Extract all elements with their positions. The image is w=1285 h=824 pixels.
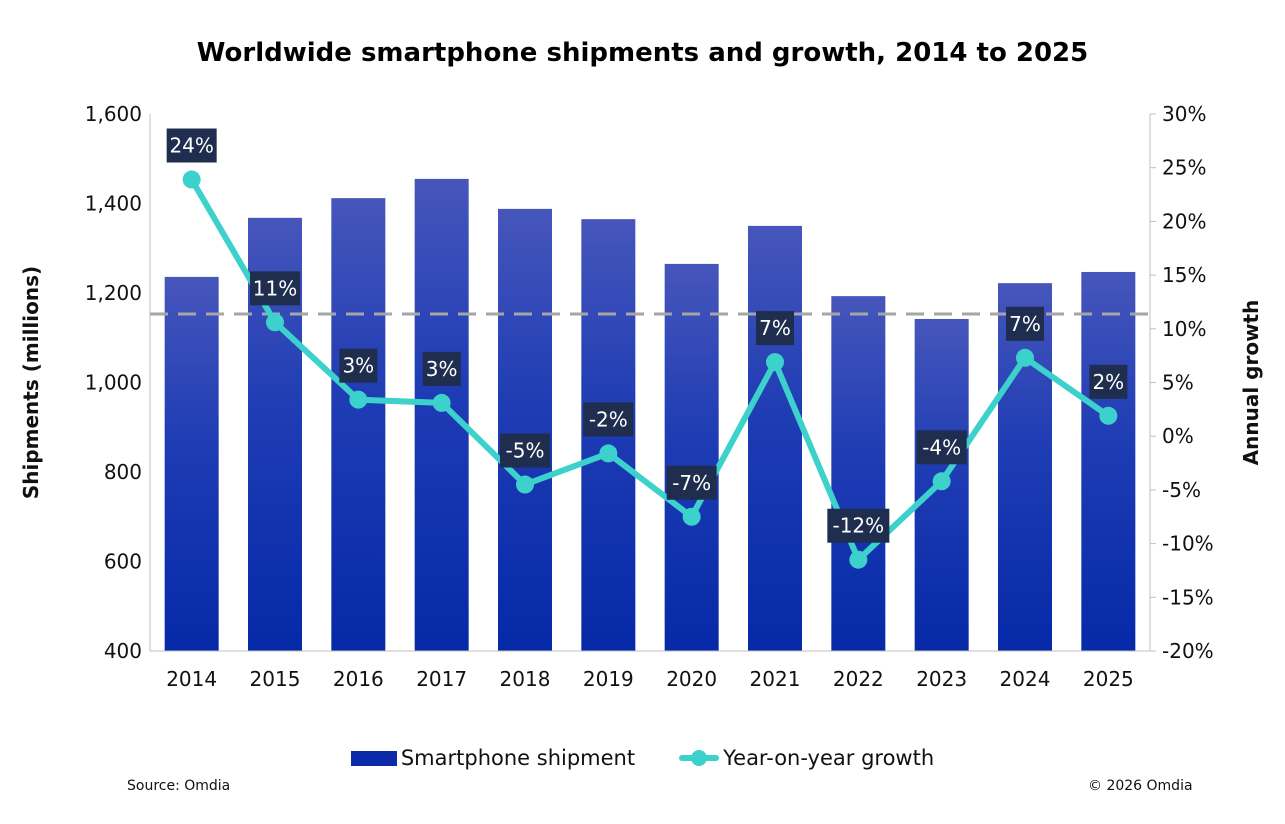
data-label: 3%: [342, 354, 374, 378]
y2-tick-label: 20%: [1162, 209, 1206, 233]
data-label: -2%: [589, 407, 628, 431]
data-label: 11%: [253, 276, 297, 300]
growth-point-2017: [432, 393, 451, 412]
x-tick-label: 2021: [750, 667, 801, 691]
legend-bar-swatch: [350, 750, 397, 766]
y2-tick-label: -10%: [1162, 532, 1214, 556]
growth-point-2021: [766, 353, 784, 372]
data-label-box: [1089, 364, 1128, 399]
data-label-box: [339, 348, 378, 383]
x-tick-label: 2017: [416, 667, 467, 691]
data-label: -7%: [672, 471, 711, 495]
y-axis-title: Shipments (millions): [19, 266, 43, 499]
data-label-box: [666, 465, 717, 500]
legend-item-growth: Year-on-year growth: [679, 746, 934, 770]
y2-tick-label: -20%: [1162, 639, 1214, 663]
data-label: 3%: [426, 357, 458, 381]
y2-tick-label: -15%: [1162, 585, 1214, 609]
growth-point-2020: [682, 507, 701, 526]
growth-point-2025: [1099, 406, 1118, 425]
x-tick-label: 2015: [250, 667, 301, 691]
growth-point-2023: [932, 472, 951, 491]
data-label-box: [916, 430, 967, 465]
growth-point-2014: [182, 170, 201, 189]
growth-point-2016: [349, 390, 368, 409]
legend-item-shipment: Smartphone shipment: [350, 746, 636, 770]
bar-2024: [998, 283, 1052, 651]
data-label: 7%: [759, 316, 791, 340]
bar-2025: [1081, 271, 1136, 651]
legend-label: Year-on-year growth: [723, 746, 935, 770]
x-tick-label: 2024: [1000, 667, 1051, 691]
x-tick-label: 2022: [833, 667, 884, 691]
data-label-box: [500, 433, 550, 468]
y2-tick-label: 25%: [1162, 156, 1206, 180]
bar-2014: [164, 276, 219, 651]
data-label-box: [1006, 306, 1044, 341]
y2-tick-label: 10%: [1162, 317, 1206, 341]
growth-point-2015: [266, 313, 284, 332]
y2-tick-label: -5%: [1162, 478, 1201, 502]
y-tick-label: 1,600: [85, 102, 142, 126]
bar-2017: [414, 178, 469, 651]
copyright-note: © 2026 Omdia: [1088, 778, 1193, 794]
data-label-box: [827, 508, 890, 543]
growth-point-2022: [849, 550, 868, 569]
x-tick-label: 2023: [916, 667, 967, 691]
data-label-box: [583, 402, 634, 437]
bar-2016: [331, 198, 386, 651]
growth-line: [189, 178, 1111, 563]
y2-tick-label: 15%: [1162, 263, 1206, 287]
y2-tick-label: 0%: [1162, 424, 1194, 448]
x-tick-label: 2025: [1083, 667, 1134, 691]
data-label-box: [756, 311, 794, 346]
data-label: 24%: [169, 134, 213, 158]
data-label-box: [166, 128, 217, 163]
data-label: -12%: [832, 514, 884, 538]
y-tick-label: 1,200: [85, 281, 142, 305]
y2-tick-label: 5%: [1162, 371, 1194, 395]
bar-2022: [831, 296, 886, 651]
legend: Smartphone shipment Year-on-year growth: [0, 746, 1285, 770]
x-tick-label: 2014: [166, 667, 217, 691]
x-tick-label: 2020: [666, 667, 717, 691]
chart-title: Worldwide smartphone shipments and growt…: [196, 38, 1089, 68]
data-label: 7%: [1009, 312, 1041, 336]
growth-point-2018: [516, 475, 534, 494]
x-tick-label: 2018: [500, 667, 551, 691]
bar-2021: [748, 225, 802, 651]
source-note: Source: Omdia: [127, 778, 231, 794]
y-tick-label: 400: [104, 639, 142, 663]
growth-point-2019: [599, 444, 618, 463]
data-label-box: [422, 351, 461, 386]
x-tick-label: 2019: [583, 667, 634, 691]
data-label-box: [250, 271, 300, 306]
data-label: 2%: [1092, 370, 1124, 394]
y-tick-label: 1,400: [85, 192, 142, 216]
bar-2020: [664, 263, 719, 651]
growth-point-2024: [1016, 348, 1034, 367]
y-tick-label: 1,000: [85, 371, 142, 395]
bar-2018: [498, 208, 552, 651]
y2-axis-title: Annual growth: [1239, 300, 1263, 466]
y-tick-label: 800: [104, 460, 142, 484]
legend-line-swatch: [679, 750, 720, 766]
data-label: -5%: [506, 439, 545, 463]
y2-tick-label: 30%: [1162, 102, 1206, 126]
y-tick-label: 600: [104, 550, 142, 574]
data-label: -4%: [922, 435, 961, 459]
legend-label: Smartphone shipment: [400, 746, 636, 770]
x-tick-label: 2016: [333, 667, 384, 691]
